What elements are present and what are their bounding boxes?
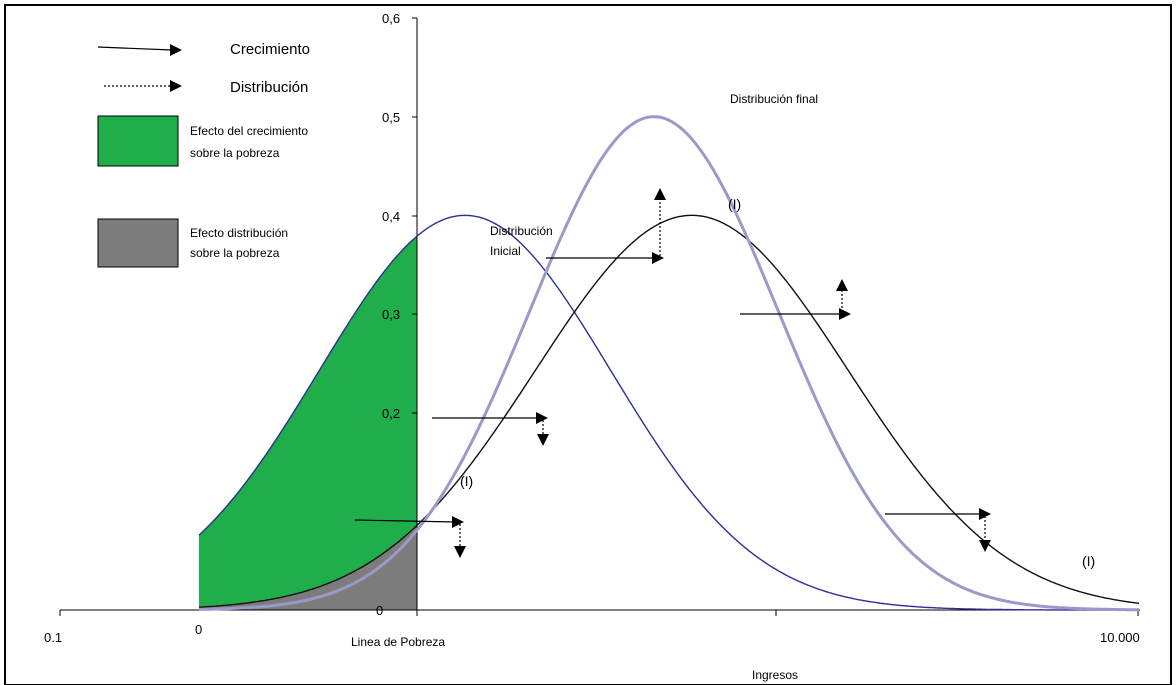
legend-arrow-head bbox=[170, 44, 182, 56]
arrow-head bbox=[836, 279, 848, 291]
arrow-head bbox=[979, 508, 991, 520]
y-tick-label: 0 bbox=[376, 603, 383, 618]
annotation-intermediate: (I) bbox=[460, 473, 473, 489]
annotation-initial: Inicial bbox=[490, 244, 521, 258]
distribution-arrows bbox=[454, 188, 991, 558]
poverty-line-label: Linea de Pobreza bbox=[351, 635, 445, 649]
annotation-initial: Distribución bbox=[490, 224, 553, 238]
arrow-head bbox=[654, 188, 666, 200]
x-tick-label: 0 bbox=[195, 622, 202, 637]
arrow-head bbox=[454, 546, 466, 558]
x-tick-label: 10.000 bbox=[1100, 630, 1140, 645]
y-tick-label: 0,3 bbox=[382, 307, 400, 322]
annotation-intermediate: (I) bbox=[728, 196, 741, 212]
y-tick-label: 0,5 bbox=[382, 110, 400, 125]
legend-growth-effect-label: sobre la pobreza bbox=[190, 146, 280, 160]
growth-effect-area bbox=[199, 236, 417, 608]
arrow-head bbox=[536, 412, 548, 424]
annotation-final: Distribución final bbox=[730, 92, 818, 106]
legend-growth-label: Crecimiento bbox=[230, 41, 310, 58]
annotation-intermediate: (I) bbox=[1082, 553, 1095, 569]
x-axis-ticks bbox=[59, 610, 1139, 616]
growth-arrow bbox=[354, 519, 456, 523]
y-tick-label: 0,4 bbox=[382, 209, 400, 224]
figure-border bbox=[4, 4, 1172, 685]
arrow-head bbox=[452, 516, 464, 528]
legend-growth-line bbox=[97, 46, 173, 51]
legend: Crecimiento Distribución Efecto del crec… bbox=[97, 41, 310, 268]
legend-distribution-effect-swatch bbox=[97, 218, 179, 268]
distribution-effect-area bbox=[199, 525, 417, 610]
arrow-head bbox=[537, 434, 549, 446]
legend-growth-effect-swatch bbox=[97, 115, 179, 167]
legend-growth-effect-label: Efecto del crecimiento bbox=[190, 124, 308, 138]
y-tick-label: 0,2 bbox=[382, 406, 400, 421]
legend-distribution-effect-label: Efecto distribución bbox=[190, 226, 288, 240]
legend-arrow-head bbox=[170, 80, 182, 92]
y-tick-label: 0,6 bbox=[382, 11, 400, 26]
arrow-head bbox=[839, 308, 851, 320]
x-axis-title: Ingresos bbox=[752, 668, 798, 682]
growth-arrows bbox=[354, 252, 991, 528]
series-line-intermediate bbox=[198, 214, 1140, 608]
legend-distribution-effect-label: sobre la pobreza bbox=[190, 246, 280, 260]
arrow-head bbox=[979, 540, 991, 552]
x-tick-label: 0.1 bbox=[44, 630, 62, 645]
legend-distribution-label: Distribución bbox=[230, 79, 308, 96]
arrow-head bbox=[652, 252, 664, 264]
series-line-initial bbox=[198, 214, 1139, 611]
y-axis-ticks bbox=[412, 17, 417, 414]
series-line-final bbox=[199, 115, 1140, 612]
